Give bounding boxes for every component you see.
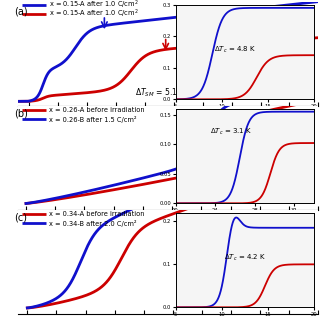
Text: x = 0.26-A before irradiation: x = 0.26-A before irradiation: [49, 107, 145, 113]
Text: x = 0.34-B after 2.0 C/cm²: x = 0.34-B after 2.0 C/cm²: [49, 220, 137, 227]
Text: x = 0.15-A after 1.0 C/cm$^2$: x = 0.15-A after 1.0 C/cm$^2$: [49, 0, 139, 11]
Text: x = 0.26-B after 1.5 C/cm²: x = 0.26-B after 1.5 C/cm²: [49, 116, 137, 123]
Text: (a): (a): [15, 7, 28, 17]
Text: (c): (c): [15, 213, 28, 223]
Text: x = 0.34-A before irradiation: x = 0.34-A before irradiation: [49, 211, 145, 217]
Text: (b): (b): [15, 109, 28, 119]
Text: $\Delta T_{SM}$ = 5.1 K: $\Delta T_{SM}$ = 5.1 K: [135, 87, 186, 100]
Text: x = 0.15-A after 1.0 C/cm$^2$: x = 0.15-A after 1.0 C/cm$^2$: [49, 8, 139, 20]
